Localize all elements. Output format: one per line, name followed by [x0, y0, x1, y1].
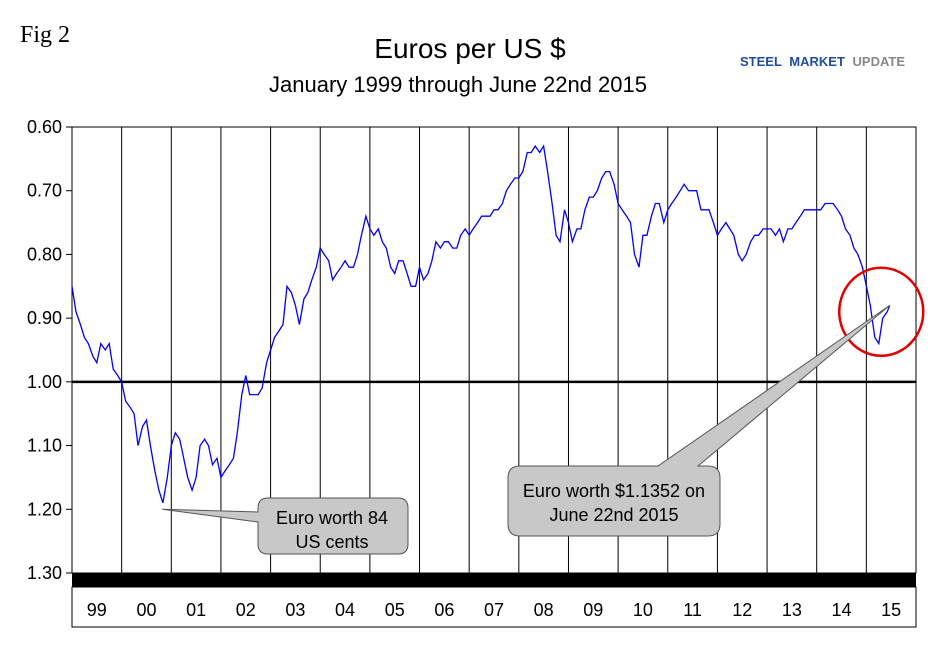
- y-tick-label: 0.90: [27, 308, 62, 328]
- y-tick-label: 1.10: [27, 436, 62, 456]
- y-tick-label: 1.00: [27, 372, 62, 392]
- x-tick-label: 08: [534, 600, 554, 620]
- highlight-circle: [837, 266, 925, 358]
- y-tick-label: 1.20: [27, 499, 62, 519]
- x-tick-label: 04: [335, 600, 355, 620]
- plot-area: [71, 126, 917, 574]
- chart-subtitle: January 1999 through June 22nd 2015: [269, 72, 647, 97]
- x-tick-label: 01: [186, 600, 206, 620]
- x-tick-label: 00: [136, 600, 156, 620]
- x-tick-label: 02: [236, 600, 256, 620]
- callout-2-line-1: Euro worth $1.1352 on: [523, 481, 705, 501]
- figure-label: Fig 2: [20, 22, 70, 48]
- x-tick-label: 15: [881, 600, 901, 620]
- annotation-84-cents: Euro worth 84 US cents: [162, 497, 409, 555]
- chart-title: Euros per US $: [374, 33, 566, 64]
- x-axis-category-band: [71, 586, 917, 628]
- x-tick-label: 11: [683, 600, 702, 620]
- x-axis-bar: [72, 573, 916, 587]
- logo-word-3: UPDATE: [853, 54, 906, 69]
- x-axis-categories: 99 00 01 02 03 04 05 06 07 08 09 10 11 12 13 14 15: [87, 600, 901, 620]
- y-tick-label: 0.60: [27, 117, 62, 137]
- logo-word-steel: STEEL MARKET UPDATE: [740, 54, 905, 69]
- x-tick-label: 12: [732, 600, 752, 620]
- x-tick-label: 09: [583, 600, 603, 620]
- callout-1-line-2: US cents: [295, 532, 368, 552]
- x-tick-label: 13: [782, 600, 802, 620]
- callout-bubble-2: [507, 304, 891, 537]
- brand-logo: STEEL MARKET UPDATE: [740, 54, 905, 69]
- x-tick-label: 10: [633, 600, 653, 620]
- x-tick-label: 07: [484, 600, 504, 620]
- x-tick-label: 06: [434, 600, 454, 620]
- x-tick-label: 99: [87, 600, 107, 620]
- annotation-june-2015: Euro worth $1.1352 on June 22nd 2015: [507, 304, 891, 537]
- y-tick-label: 1.30: [27, 563, 62, 583]
- x-tick-label: 05: [385, 600, 405, 620]
- y-tick-label: 0.70: [27, 181, 62, 201]
- series-line-euros-per-usd: [71, 144, 891, 504]
- callout-bubble-1: [162, 497, 409, 555]
- y-axis-ticks: 0.60 0.70 0.80 0.90 1.00 1.10 1.20 1.30: [27, 117, 72, 583]
- x-tick-label: 14: [832, 600, 852, 620]
- callout-1-line-1: Euro worth 84: [276, 508, 388, 528]
- callout-2-line-2: June 22nd 2015: [549, 505, 678, 525]
- logo-word-1: STEEL: [740, 54, 782, 69]
- y-tick-label: 0.80: [27, 244, 62, 264]
- x-tick-label: 03: [285, 600, 305, 620]
- logo-word-2: MARKET: [789, 54, 845, 69]
